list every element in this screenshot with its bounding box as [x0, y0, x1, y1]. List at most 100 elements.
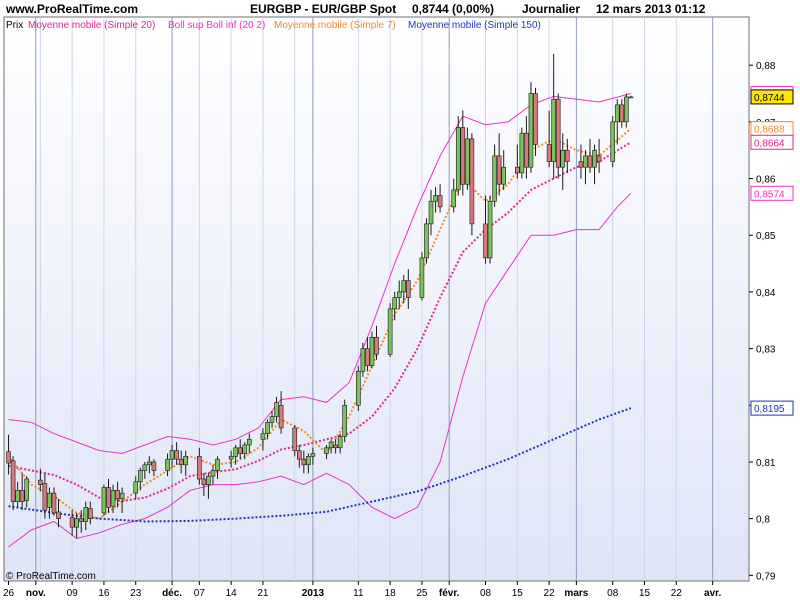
candle-body: [83, 507, 89, 522]
candle-body: [197, 455, 202, 480]
candle-body: [546, 144, 552, 162]
candle-body: [387, 308, 393, 355]
candle-body: [183, 455, 189, 466]
candle-body: [365, 348, 370, 366]
candle-body: [88, 508, 93, 519]
candle-body: [269, 416, 275, 423]
legend-bollinger: Boll sup Boll inf (20 2): [168, 20, 265, 31]
candle-body: [19, 490, 25, 502]
candle-body: [533, 93, 538, 145]
candle-body: [619, 104, 625, 123]
value-tag-label: 0,8195: [754, 404, 785, 415]
candle-body: [47, 492, 52, 508]
candle-body: [10, 460, 16, 502]
candle-body: [106, 487, 111, 508]
x-tick-label: 22: [671, 588, 683, 599]
candle-body: [501, 166, 506, 185]
candle-body: [455, 127, 461, 191]
series-line-0: [8, 141, 632, 503]
candle-body: [483, 223, 488, 259]
candle-body: [328, 441, 334, 449]
y-tick-label: 0,81: [756, 458, 776, 469]
y-tick-label: 0,86: [756, 175, 776, 186]
candle-body: [401, 280, 407, 293]
candle-body: [583, 155, 588, 168]
candle-body: [169, 450, 175, 460]
y-tick-label: 0,83: [756, 345, 776, 356]
candle-body: [614, 104, 620, 123]
candle-body: [110, 490, 116, 507]
x-tick-label: déc.: [162, 588, 182, 599]
candle-body: [165, 458, 170, 471]
legend-ma20: Moyenne mobile (Simple 20): [28, 20, 155, 31]
x-tick-label: 07: [194, 588, 206, 599]
candle-body: [337, 436, 343, 449]
candle-body: [15, 490, 20, 502]
candle-body: [360, 348, 366, 372]
value-tag-label: 0,8574: [754, 189, 785, 200]
value-tag-label: 0,8688: [754, 125, 785, 136]
candle-body: [210, 470, 216, 477]
x-tick-label: 22: [544, 588, 556, 599]
candle-body: [228, 455, 234, 460]
candle-body: [133, 481, 139, 494]
candle-body: [6, 451, 11, 464]
candle-body: [528, 93, 534, 168]
candle-body: [487, 200, 493, 259]
x-tick-label: 21: [257, 588, 269, 599]
candle-body: [392, 297, 397, 310]
candle-body: [137, 470, 143, 483]
candle-body: [151, 461, 157, 471]
candle-body: [610, 121, 616, 162]
legend: Prix Moyenne mobile (Simple 20) Boll sup…: [6, 20, 541, 31]
x-tick-label: févr.: [439, 588, 460, 599]
x-tick-label: nov.: [26, 588, 46, 599]
candle-body: [310, 453, 316, 457]
candle-body: [596, 155, 602, 162]
candle-body: [374, 336, 379, 355]
candle-body: [278, 404, 284, 429]
candle-body: [119, 492, 125, 500]
candle-body: [115, 490, 120, 500]
candle-body: [74, 518, 79, 528]
candle-body: [437, 195, 443, 208]
candle-body: [51, 492, 57, 514]
legend-price: Prix: [6, 20, 23, 31]
x-tick-label: mars: [564, 588, 588, 599]
candle-body: [592, 149, 597, 168]
header-datetime: 12 mars 2013 01:12: [596, 2, 706, 16]
candle-body: [306, 455, 311, 466]
x-tick-label: 08: [607, 588, 619, 599]
value-tag-box: [750, 185, 794, 201]
candle-body: [178, 458, 184, 466]
candle-body: [260, 433, 266, 440]
candle-body: [142, 464, 148, 471]
candle-body: [42, 483, 48, 511]
candle-body: [492, 155, 497, 202]
candle-body: [38, 479, 43, 485]
candle-body: [369, 336, 375, 366]
candle-body: [496, 155, 502, 185]
chart-period: Journalier: [522, 2, 581, 16]
candle-body: [333, 444, 338, 449]
candle-body: [551, 98, 556, 162]
candle-body: [301, 458, 307, 466]
x-tick-label: 2013: [302, 588, 325, 599]
site-name[interactable]: www.ProRealTime.com: [6, 2, 139, 16]
candle-body: [560, 149, 566, 168]
series-line-2: [8, 192, 632, 548]
candle-body: [201, 478, 207, 485]
candle-body: [237, 447, 243, 454]
y-tick-label: 0,79: [756, 571, 776, 582]
y-tick-label: 0,88: [756, 61, 776, 72]
y-tick-label: 0,8: [756, 515, 770, 526]
legend-ma7: Moyenne mobile (Simple 7): [274, 20, 396, 31]
candle-body: [324, 447, 329, 454]
candle-body: [296, 450, 302, 460]
x-tick-label: 23: [130, 588, 142, 599]
moving-averages: [7, 127, 632, 523]
value-tag-box: [750, 400, 794, 416]
candle-body: [624, 96, 629, 123]
